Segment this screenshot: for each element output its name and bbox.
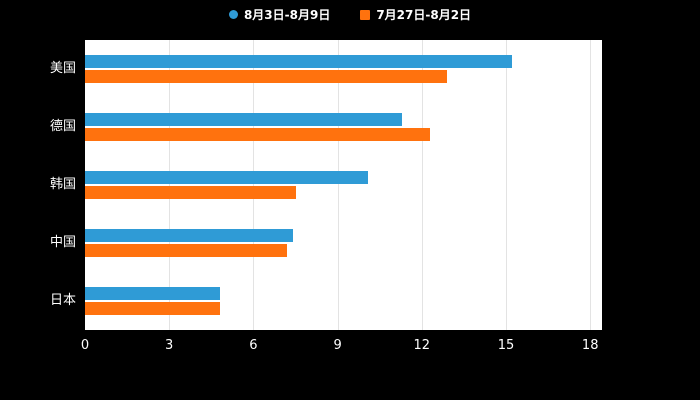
legend-marker-square-icon bbox=[360, 9, 371, 20]
x-axis-tick-12: 12 bbox=[413, 338, 431, 353]
bar-日本-series1 bbox=[85, 287, 220, 300]
legend-item-week-jul27-aug2[interactable]: 7月27日-8月2日 bbox=[360, 6, 471, 23]
gridline-x-18 bbox=[590, 40, 592, 330]
x-axis-tick-15: 15 bbox=[497, 338, 515, 353]
bar-韩国-series2 bbox=[85, 186, 296, 199]
legend-marker-circle-icon bbox=[228, 10, 238, 19]
x-axis-tick-6: 6 bbox=[249, 338, 258, 353]
y-axis-label-日本: 日本 bbox=[49, 293, 76, 308]
x-axis-tick-3: 3 bbox=[165, 338, 174, 353]
x-axis-tick-0: 0 bbox=[80, 338, 90, 353]
gridline-x-12 bbox=[421, 40, 423, 330]
x-axis-tick-9: 9 bbox=[333, 338, 342, 353]
bar-德国-series2 bbox=[85, 128, 431, 141]
bar-中国-series2 bbox=[85, 244, 288, 257]
legend-label-week-aug3-aug9: 8月3日-8月9日 bbox=[243, 8, 331, 22]
bar-美国-series2 bbox=[85, 70, 448, 83]
gridline-x-3 bbox=[169, 40, 171, 330]
gridline-x-15 bbox=[506, 40, 507, 330]
y-axis-label-德国: 德国 bbox=[49, 119, 76, 134]
chart-legend: 8月3日-8月9日 7月27日-8月2日 bbox=[0, 6, 700, 23]
bar-美国-series1 bbox=[85, 55, 512, 68]
y-axis-label-中国: 中国 bbox=[49, 235, 76, 250]
x-axis-tick-18: 18 bbox=[581, 338, 599, 353]
bar-日本-series2 bbox=[85, 302, 220, 315]
legend-item-week-aug3-aug9[interactable]: 8月3日-8月9日 bbox=[228, 6, 331, 23]
bar-韩国-series1 bbox=[85, 171, 369, 184]
bar-德国-series1 bbox=[85, 113, 403, 126]
legend-label-week-jul27-aug2: 7月27日-8月2日 bbox=[376, 8, 472, 22]
bar-中国-series1 bbox=[85, 229, 293, 242]
gridline-x-6 bbox=[253, 40, 255, 330]
y-axis-label-韩国: 韩国 bbox=[49, 177, 76, 192]
gridline-x-9 bbox=[337, 40, 339, 330]
plot-area bbox=[85, 40, 602, 330]
y-axis-label-美国: 美国 bbox=[49, 61, 76, 76]
